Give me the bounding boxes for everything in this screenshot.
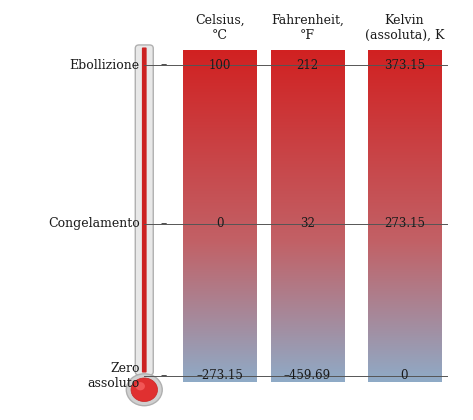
Text: –: –	[160, 218, 166, 230]
Text: Ebollizione: Ebollizione	[70, 59, 140, 71]
Text: 100: 100	[209, 59, 231, 71]
Text: 273.15: 273.15	[384, 218, 425, 230]
Text: 32: 32	[300, 218, 315, 230]
Text: Celsius,
°C: Celsius, °C	[195, 14, 245, 42]
Text: 0: 0	[401, 370, 408, 382]
Text: 212: 212	[297, 59, 318, 71]
Text: –459.69: –459.69	[284, 370, 331, 382]
Text: Congelamento: Congelamento	[48, 218, 140, 230]
Text: –273.15: –273.15	[196, 370, 244, 382]
Text: 0: 0	[216, 218, 224, 230]
Text: Zero
assoluto: Zero assoluto	[88, 362, 140, 390]
Text: –: –	[160, 370, 166, 382]
FancyBboxPatch shape	[142, 47, 147, 373]
Text: Kelvin
(assoluta), K: Kelvin (assoluta), K	[365, 14, 444, 42]
Circle shape	[136, 382, 145, 390]
Text: –: –	[160, 59, 166, 71]
Text: Fahrenheit,
°F: Fahrenheit, °F	[271, 14, 344, 42]
Text: 373.15: 373.15	[384, 59, 425, 71]
FancyBboxPatch shape	[135, 45, 153, 375]
Circle shape	[126, 374, 162, 406]
Circle shape	[131, 378, 158, 402]
